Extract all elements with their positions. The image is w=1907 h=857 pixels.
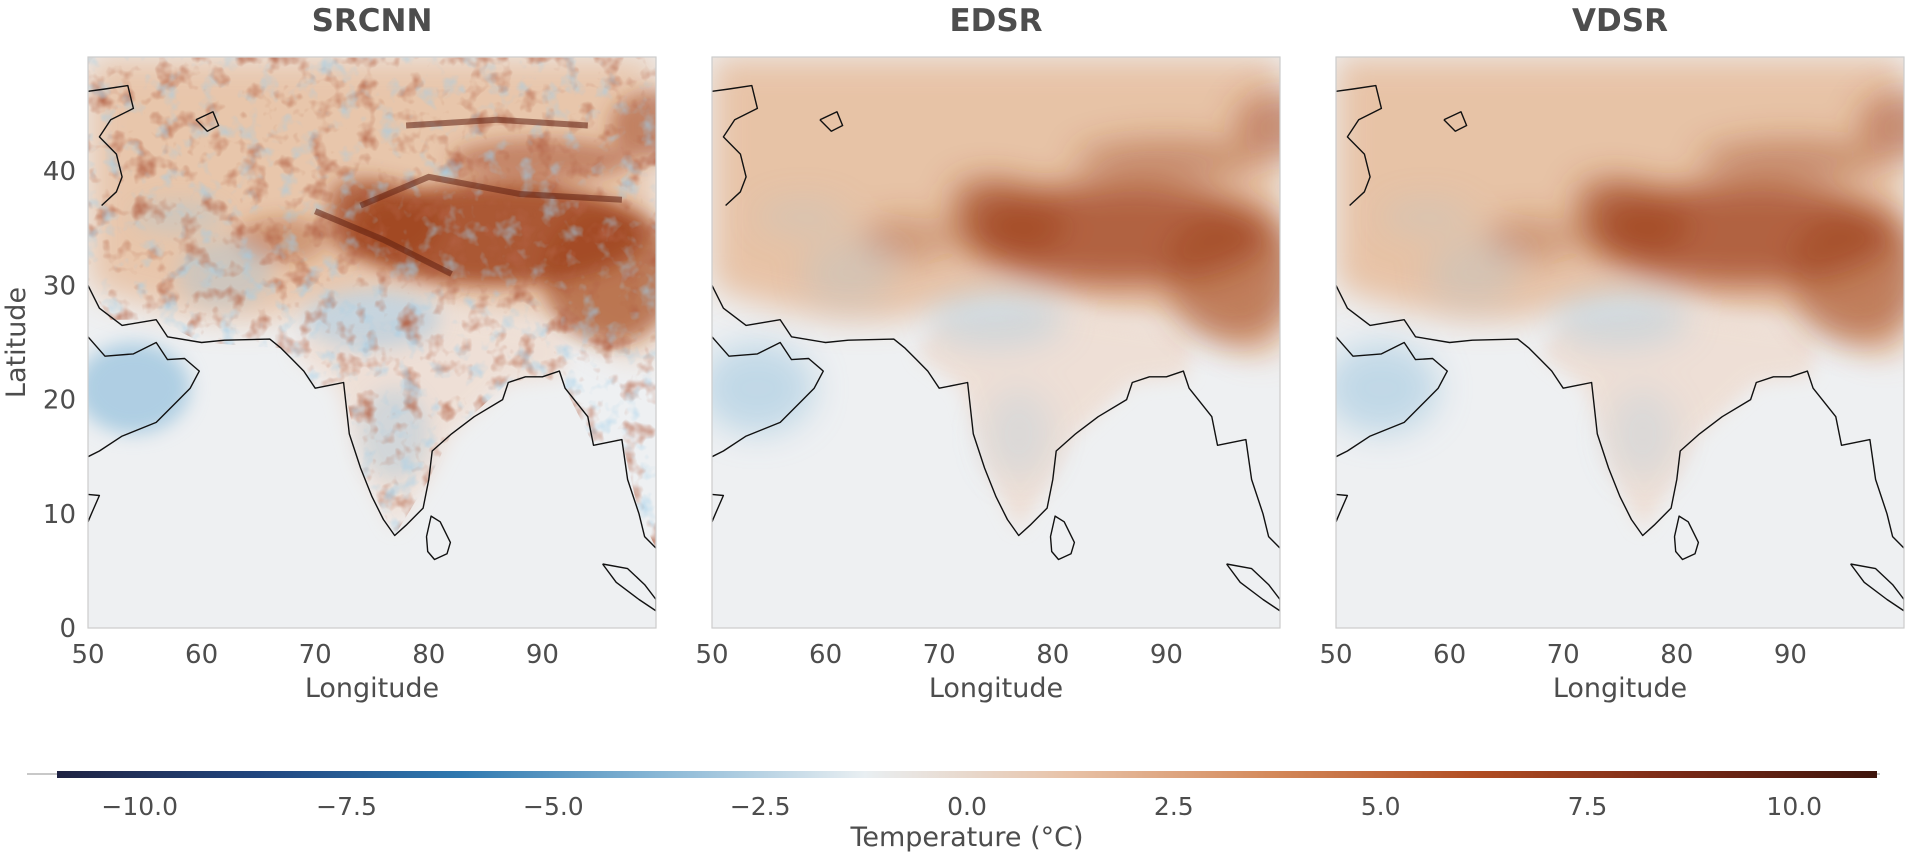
x-tick-label: 80 (1660, 640, 1693, 670)
x-tick-label: 70 (1547, 640, 1580, 670)
colorbar-tick-label: 0.0 (947, 792, 987, 821)
coastlines (88, 84, 656, 612)
x-tick-label: 50 (1319, 640, 1352, 670)
panel-frame (1335, 56, 1905, 629)
panels: SRCNN 50 60 70 80 90 Longitude 0 10 20 30 40 Latitud… (1, 3, 1905, 704)
colorbar-tick-label: 5.0 (1361, 792, 1401, 821)
heatmap-field (712, 57, 1280, 628)
x-tick-label: 80 (412, 640, 445, 670)
x-tick-label: 70 (299, 640, 332, 670)
colorbar-ticks: −10.0 −7.5 −5.0 −2.5 0.0 2.5 5.0 7.5 10.0 (101, 792, 1822, 821)
x-axis-label: Longitude (1553, 673, 1687, 704)
colorbar: −10.0 −7.5 −5.0 −2.5 0.0 2.5 5.0 7.5 10.0 Temper… (27, 771, 1880, 853)
x-axis-label: Longitude (305, 673, 439, 704)
x-tick-label: 90 (526, 640, 559, 670)
panel-srcnn: SRCNN 50 60 70 80 90 Longitude 0 10 20 30 40 Latitud… (1, 3, 657, 704)
panel-title: SRCNN (312, 3, 433, 39)
x-tick-label: 60 (809, 640, 842, 670)
heatmap-field (1336, 57, 1904, 628)
panel-title: VDSR (1572, 3, 1668, 39)
x-tick-label: 70 (923, 640, 956, 670)
y-tick-label: 0 (59, 614, 76, 644)
colorbar-tick-label: −2.5 (730, 792, 791, 821)
panel-vdsr: VDSR 50 60 70 80 90 Longitude (1319, 3, 1905, 704)
x-tick-label: 60 (1433, 640, 1466, 670)
colorbar-tick-label: −7.5 (316, 792, 377, 821)
colorbar-gradient (57, 771, 1877, 778)
colorbar-tick-label: 7.5 (1568, 792, 1608, 821)
y-axis-label: Latitude (1, 287, 32, 398)
x-tick-label: 80 (1036, 640, 1069, 670)
x-axis-label: Longitude (929, 673, 1063, 704)
x-tick-label: 90 (1774, 640, 1807, 670)
y-tick-label: 10 (43, 500, 76, 530)
colorbar-tick-label: 10.0 (1766, 792, 1822, 821)
y-tick-label: 20 (43, 386, 76, 416)
x-tick-label: 60 (185, 640, 218, 670)
panel-edsr: EDSR 50 60 70 80 90 Longitude (695, 3, 1281, 704)
coastlines (712, 84, 1280, 612)
panel-title: EDSR (949, 3, 1042, 39)
y-tick-label: 30 (43, 271, 76, 301)
y-tick-label: 40 (43, 157, 76, 187)
colorbar-tick-label: 2.5 (1154, 792, 1194, 821)
x-tick-label: 50 (695, 640, 728, 670)
x-tick-label: 50 (71, 640, 104, 670)
colorbar-tick-label: −5.0 (523, 792, 584, 821)
colorbar-tick-label: −10.0 (101, 792, 178, 821)
coastlines (1336, 84, 1904, 612)
heatmap-field (88, 57, 656, 628)
x-tick-label: 90 (1150, 640, 1183, 670)
panel-frame (711, 56, 1281, 629)
colorbar-label: Temperature (°C) (849, 822, 1083, 853)
panel-frame (87, 56, 657, 629)
